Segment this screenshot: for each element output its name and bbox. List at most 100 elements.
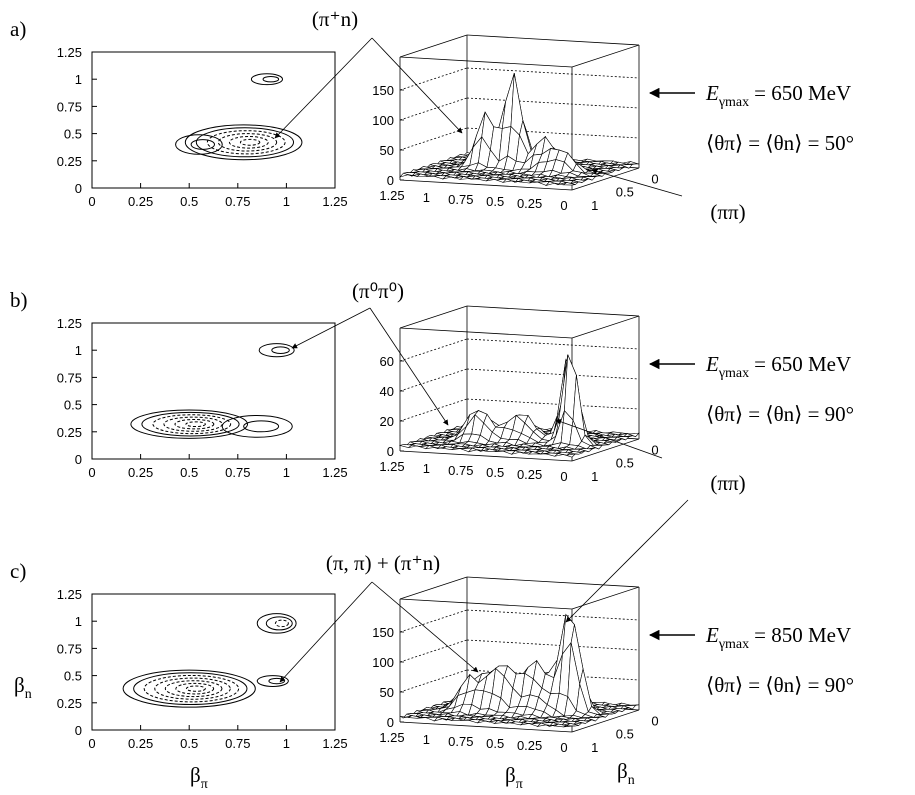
annotation-arrow bbox=[369, 307, 449, 426]
x-tick-label: 0.75 bbox=[225, 465, 250, 480]
energy-label: Eγmax = 650 MeV bbox=[705, 352, 851, 381]
z-tick-label: 40 bbox=[380, 384, 394, 399]
box-edge bbox=[571, 315, 640, 339]
y-tick-label: 1 bbox=[75, 343, 82, 358]
y-tick-label: 0.5 bbox=[64, 669, 82, 684]
annotation-arrow bbox=[371, 37, 463, 134]
y-tick-label: 1.25 bbox=[57, 587, 82, 602]
x-tick-label: 0 bbox=[88, 736, 95, 751]
contour-line bbox=[228, 136, 269, 149]
contour-line bbox=[256, 675, 289, 687]
box-edge bbox=[399, 450, 573, 462]
x-tick-label: 0.75 bbox=[448, 192, 473, 207]
surface-cell bbox=[562, 182, 576, 186]
annotation-arrow bbox=[291, 307, 371, 349]
symbol: β bbox=[190, 763, 201, 787]
z-tick-label: 150 bbox=[372, 83, 394, 98]
contour-line bbox=[184, 124, 303, 161]
annotation-arrow bbox=[565, 499, 689, 623]
math-label: βn bbox=[14, 673, 32, 702]
y-tick-label: 0.75 bbox=[57, 641, 82, 656]
contour-frame bbox=[91, 593, 336, 731]
grid-line bbox=[399, 97, 468, 121]
grid-line bbox=[466, 97, 640, 109]
x-tick-label: 0.75 bbox=[448, 734, 473, 749]
box-edge bbox=[571, 44, 640, 68]
grid-line bbox=[399, 639, 468, 663]
y-tick-label: 1 bbox=[591, 198, 598, 213]
contour-line bbox=[256, 613, 297, 634]
x-tick-label: 1 bbox=[283, 465, 290, 480]
y-tick-label: 1 bbox=[591, 469, 598, 484]
x-tick-label: 1.25 bbox=[379, 459, 404, 474]
z-tick-label: 50 bbox=[380, 685, 394, 700]
subscript: π bbox=[516, 777, 523, 792]
y-tick-label: 0.5 bbox=[64, 398, 82, 413]
y-tick-label: 0 bbox=[75, 723, 82, 738]
contour-line bbox=[262, 75, 280, 83]
y-tick-label: 1 bbox=[75, 614, 82, 629]
annotation: (π⁰π⁰) bbox=[352, 279, 404, 303]
contour-line bbox=[175, 682, 215, 695]
contour-line bbox=[271, 346, 290, 354]
x-tick-label: 1 bbox=[423, 190, 430, 205]
subscript: π bbox=[201, 777, 208, 792]
contour-line bbox=[250, 73, 284, 86]
z-tick-label: 0 bbox=[387, 173, 394, 188]
energy-value: = 650 MeV bbox=[754, 81, 851, 105]
grid-line bbox=[399, 368, 468, 392]
x-tick-label: 0.5 bbox=[486, 465, 504, 480]
x-tick-label: 0.25 bbox=[128, 736, 153, 751]
box-edge bbox=[399, 305, 468, 329]
x-tick-label: 1 bbox=[423, 732, 430, 747]
energy-value: = 850 MeV bbox=[754, 623, 851, 647]
annotation-arrow bbox=[555, 419, 663, 459]
z-tick-label: 150 bbox=[372, 625, 394, 640]
annotation: (ππ) bbox=[710, 471, 745, 495]
symbol: E bbox=[705, 352, 719, 376]
subscript: γmax bbox=[718, 637, 749, 652]
annotation-arrow bbox=[274, 37, 373, 139]
x-tick-label: 0.75 bbox=[448, 463, 473, 478]
contour-line bbox=[185, 421, 206, 428]
box-edge bbox=[399, 34, 468, 58]
x-tick-label: 0 bbox=[560, 469, 567, 484]
contour-line bbox=[265, 616, 293, 631]
x-tick-label: 0 bbox=[560, 740, 567, 755]
symbol: β bbox=[14, 673, 25, 697]
contour-line bbox=[190, 139, 215, 150]
annotation-arrow bbox=[591, 168, 683, 197]
contour-line bbox=[217, 133, 278, 152]
annotation: (π, π) + (π⁺n) bbox=[326, 551, 440, 575]
box-edge bbox=[571, 167, 640, 191]
z-tick-label: 100 bbox=[372, 655, 394, 670]
subscript: n bbox=[25, 687, 32, 702]
contour-line bbox=[195, 127, 295, 158]
y-tick-label: 1.25 bbox=[57, 316, 82, 331]
z-tick-label: 50 bbox=[380, 143, 394, 158]
math-label: βπ bbox=[190, 763, 208, 792]
y-tick-label: 0.5 bbox=[64, 127, 82, 142]
z-tick-label: 100 bbox=[372, 113, 394, 128]
x-tick-label: 1 bbox=[283, 736, 290, 751]
panel-label: c) bbox=[10, 559, 26, 583]
z-tick-label: 0 bbox=[387, 444, 394, 459]
panel-label: a) bbox=[10, 17, 26, 41]
box-edge bbox=[399, 721, 573, 733]
grid-line bbox=[466, 639, 640, 651]
contour-line bbox=[221, 414, 293, 438]
angle-label: ⟨θπ⟩ = ⟨θn⟩ = 50° bbox=[706, 131, 854, 155]
contour-line bbox=[122, 669, 256, 708]
y-tick-label: 1.25 bbox=[57, 45, 82, 60]
grid-line bbox=[399, 338, 468, 362]
box-edge bbox=[399, 576, 468, 600]
contour-line bbox=[163, 416, 223, 432]
grid-line bbox=[466, 609, 640, 621]
x-tick-label: 0 bbox=[88, 465, 95, 480]
symbol: β bbox=[617, 759, 628, 783]
x-tick-label: 0.5 bbox=[180, 465, 198, 480]
grid-line bbox=[399, 127, 468, 151]
y-tick-label: 0 bbox=[651, 713, 658, 728]
